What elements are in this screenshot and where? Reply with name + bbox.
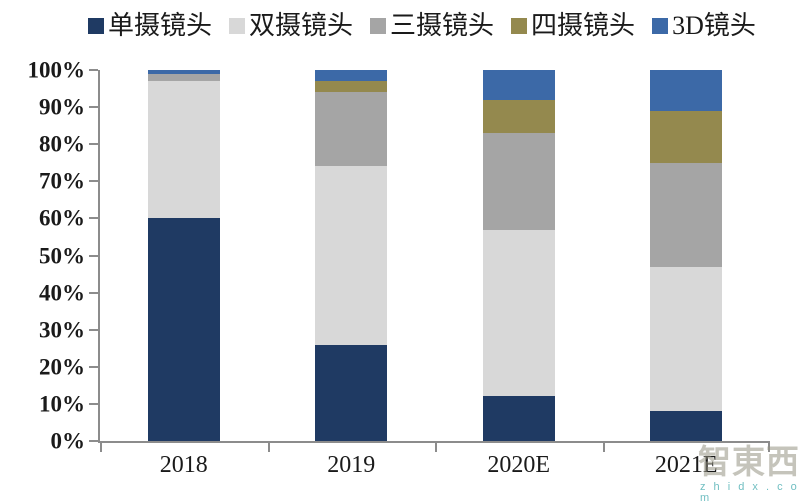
x-axis-tick-mark bbox=[267, 443, 270, 452]
legend-swatch-icon bbox=[652, 18, 669, 35]
bar-segment-3D镜头 bbox=[315, 70, 388, 82]
bar-segment-单摄镜头 bbox=[650, 411, 723, 441]
y-axis-tick-mark bbox=[89, 106, 98, 109]
plot-area: 2018 2019 2020E 2021E 0% 10% 20% 30% 40% 50% 60% 7… bbox=[28, 59, 770, 478]
y-axis-tick-label: 70% bbox=[39, 168, 85, 194]
y-axis-tick-mark bbox=[89, 365, 98, 368]
y-axis-tick-label: 100% bbox=[27, 57, 86, 83]
legend-label: 三摄镜头 bbox=[390, 11, 495, 40]
x-axis-category-label: 2019 bbox=[327, 452, 376, 478]
y-axis-tick-mark bbox=[89, 328, 98, 331]
legend-label: 单摄镜头 bbox=[108, 11, 213, 40]
y-axis-tick-mark bbox=[89, 69, 98, 71]
legend-label: 3D镜头 bbox=[672, 11, 756, 40]
legend-item-1: 双摄镜头 bbox=[229, 11, 354, 41]
bar-segment-单摄镜头 bbox=[482, 396, 555, 441]
y-axis-tick-label: 80% bbox=[39, 131, 85, 157]
y-axis-tick-label: 20% bbox=[39, 354, 85, 380]
x-axis-tick-mark bbox=[435, 443, 437, 452]
y-axis-tick-label: 10% bbox=[39, 391, 85, 417]
chart-legend: 单摄镜头 双摄镜头 三摄镜头 四摄镜头 3D镜头 bbox=[88, 11, 756, 41]
legend-swatch-icon bbox=[229, 18, 246, 35]
legend-item-3: 四摄镜头 bbox=[511, 11, 636, 41]
bar-segment-三摄镜头 bbox=[482, 133, 555, 230]
bar-segment-单摄镜头 bbox=[315, 344, 388, 441]
category-cell-2021E bbox=[603, 70, 771, 441]
watermark-url: z h i d x . c o m bbox=[700, 481, 800, 501]
x-axis-category-label: 2020E bbox=[487, 452, 551, 478]
bar-segment-双摄镜头 bbox=[482, 229, 555, 397]
y-axis-tick-mark bbox=[89, 254, 98, 257]
legend-swatch-icon bbox=[88, 18, 104, 35]
watermark-logo: 智東西 bbox=[698, 445, 800, 481]
y-axis-tick-label: 50% bbox=[39, 243, 85, 268]
y-axis-tick-mark bbox=[89, 143, 98, 146]
category-cell-2019 bbox=[268, 70, 436, 441]
legend-item-2: 三摄镜头 bbox=[370, 11, 495, 41]
stacked-bar-2021E bbox=[650, 70, 723, 441]
bar-segment-三摄镜头 bbox=[315, 92, 388, 167]
x-axis-tick-mark bbox=[100, 443, 102, 452]
bar-segment-三摄镜头 bbox=[147, 73, 220, 82]
legend-label: 双摄镜头 bbox=[249, 11, 354, 40]
y-axis-tick-mark bbox=[89, 402, 98, 405]
category-cell-2020E bbox=[435, 70, 603, 441]
x-axis-tick-mark bbox=[768, 443, 770, 452]
bar-segment-双摄镜头 bbox=[147, 81, 220, 219]
stacked-bar-2019 bbox=[315, 70, 388, 441]
bar-segment-双摄镜头 bbox=[650, 266, 723, 412]
bar-segment-双摄镜头 bbox=[315, 166, 388, 345]
stacked-bar-2018 bbox=[147, 70, 220, 441]
category-cell-2018 bbox=[100, 70, 268, 441]
legend-label: 四摄镜头 bbox=[531, 11, 636, 40]
legend-item-0: 单摄镜头 bbox=[88, 11, 213, 41]
y-axis-tick-mark bbox=[89, 440, 98, 442]
y-axis-tick-label: 40% bbox=[39, 280, 85, 306]
legend-item-4: 3D镜头 bbox=[652, 11, 756, 41]
bar-segment-单摄镜头 bbox=[147, 218, 220, 441]
bar-segment-四摄镜头 bbox=[650, 110, 723, 163]
y-axis-tick-label: 30% bbox=[39, 317, 85, 343]
x-axis-category-label: 2018 bbox=[159, 452, 208, 478]
bar-segment-3D镜头 bbox=[650, 70, 723, 111]
x-axis-category-label: 2021E bbox=[654, 452, 718, 478]
bar-segment-四摄镜头 bbox=[315, 81, 388, 93]
x-axis-tick-mark bbox=[602, 443, 605, 452]
legend-swatch-icon bbox=[511, 18, 528, 35]
y-axis-tick-label: 60% bbox=[39, 205, 85, 231]
bars-container bbox=[100, 70, 770, 441]
stacked-bar-2020E bbox=[482, 70, 555, 441]
y-axis-tick-label: 90% bbox=[39, 94, 85, 120]
bar-segment-3D镜头 bbox=[482, 70, 555, 100]
bar-segment-四摄镜头 bbox=[482, 99, 555, 134]
y-axis-tick-label: 0% bbox=[50, 428, 86, 454]
y-axis-tick-mark bbox=[89, 217, 98, 220]
y-axis-tick-mark bbox=[89, 291, 98, 294]
legend-swatch-icon bbox=[370, 18, 387, 35]
x-axis-labels: 2018 2019 2020E 2021E bbox=[100, 451, 770, 480]
y-axis-tick-mark bbox=[89, 180, 98, 183]
bar-segment-三摄镜头 bbox=[650, 162, 723, 267]
bar-segment-3D镜头 bbox=[147, 70, 220, 74]
